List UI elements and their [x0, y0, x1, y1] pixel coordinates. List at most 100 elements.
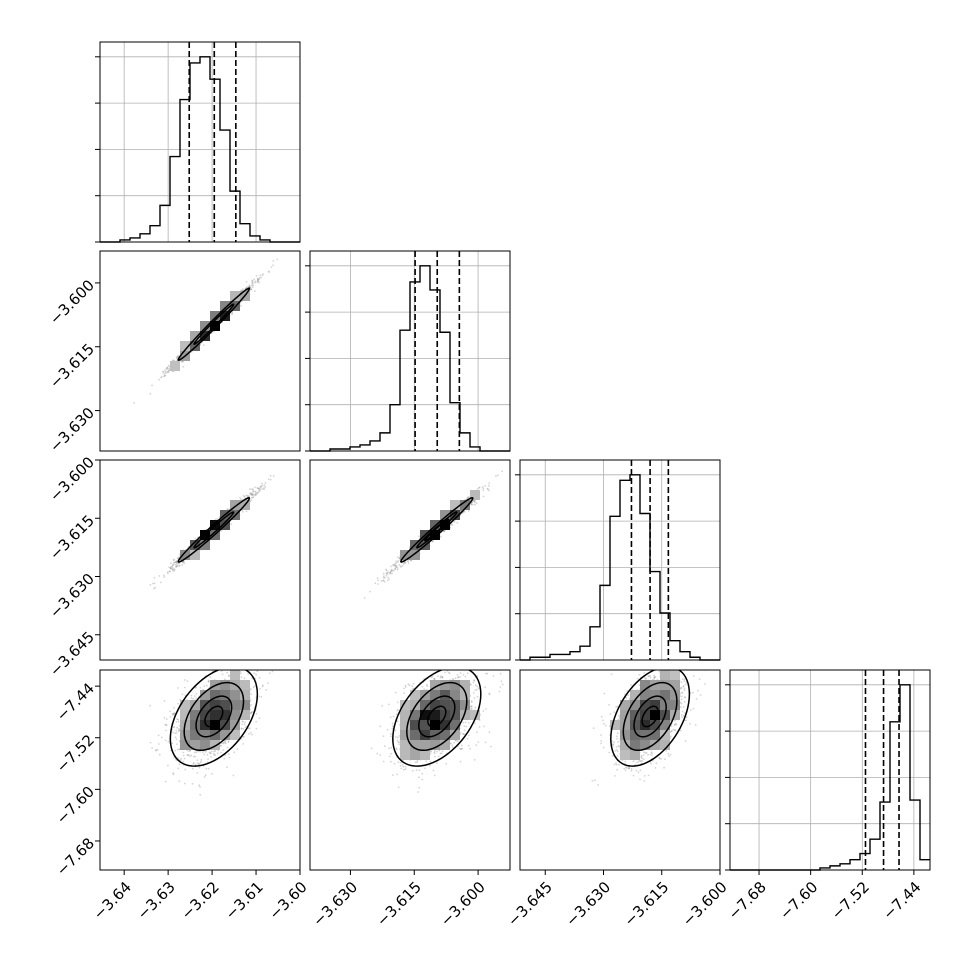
panel-content [133, 258, 279, 404]
scatter-point [168, 367, 171, 370]
scatter-point [251, 280, 254, 282]
scatter-point [166, 366, 169, 369]
scatter-point [169, 567, 172, 570]
scatter-point [163, 576, 166, 578]
scatter-point [175, 565, 178, 568]
scatter-point [467, 496, 469, 499]
scatter-point [168, 566, 171, 569]
scatter-point [245, 286, 248, 289]
scatter-point [258, 281, 260, 284]
scatter-point [250, 732, 252, 734]
scatter-point [151, 384, 153, 387]
hist-panel-4 [725, 669, 931, 871]
scatter-point [476, 488, 479, 490]
scatter-point [181, 693, 184, 696]
scatter-point [482, 495, 485, 498]
contour-line [177, 496, 251, 563]
scatter-point [251, 282, 254, 285]
scatter-point [386, 579, 389, 582]
scatter-point [250, 711, 253, 714]
scatter-point [404, 561, 407, 564]
scatter-point [158, 378, 161, 381]
scatter-point [174, 561, 177, 563]
scatter-point [256, 670, 259, 673]
density-cell [440, 510, 450, 520]
scatter-point [250, 488, 253, 491]
scatter-point [269, 474, 272, 477]
scatter-point [163, 373, 166, 375]
density-cell [230, 500, 240, 510]
scatter-point [473, 500, 476, 503]
scatter-point [456, 521, 459, 524]
scatter-point [258, 489, 260, 491]
scatter-point [182, 561, 184, 563]
scatter-point [198, 766, 201, 769]
scatter-point [407, 560, 410, 563]
scatter-point [245, 280, 248, 283]
scatter-point [182, 754, 185, 757]
scatter-point [190, 697, 193, 699]
scatter-point [391, 570, 394, 572]
panel-frame [519, 459, 721, 661]
scatter-point [226, 508, 229, 511]
contour-line [177, 287, 251, 361]
scatter-point [162, 370, 165, 373]
scatter-point [171, 566, 174, 569]
scatter-point [173, 712, 176, 715]
scatter-point [242, 494, 245, 497]
scatter-point [260, 276, 262, 279]
scatter-point [254, 490, 257, 493]
scatter-point [253, 278, 256, 281]
scatter-point [249, 286, 252, 289]
scatter-point [388, 572, 391, 574]
scatter-point [244, 726, 247, 728]
scatter-point [386, 573, 389, 576]
scatter-point [261, 274, 264, 277]
scatter-point [245, 510, 248, 513]
scatter-point [178, 725, 181, 727]
scatter-point [475, 502, 478, 505]
scatter-point [153, 587, 155, 590]
scatter-point [385, 568, 388, 571]
scatter-point [196, 772, 199, 774]
scatter-point [392, 563, 395, 566]
scatter-point [478, 486, 481, 489]
scatter-point [231, 312, 234, 315]
scatter-point [255, 275, 258, 277]
scatter-point [177, 557, 179, 560]
scatter-point [252, 284, 255, 287]
scatter-point [175, 561, 177, 563]
scatter-point [256, 277, 259, 280]
scatter-point [272, 260, 275, 262]
scatter-point [377, 579, 380, 582]
scatter-point [251, 496, 254, 499]
scatter-point [391, 572, 393, 575]
scatter-point [178, 564, 181, 567]
scatter-point [181, 563, 184, 566]
scatter-point [377, 583, 379, 585]
scatter-point [276, 258, 279, 261]
scatter-point [486, 487, 489, 490]
scatter-point [166, 366, 169, 369]
contour-line [400, 496, 474, 563]
density-cell [220, 301, 230, 311]
panel-frame [99, 250, 301, 452]
scatter-point [394, 564, 397, 567]
scatter-point [183, 560, 185, 563]
scatter-point [209, 752, 212, 754]
scatter-point [470, 503, 473, 505]
scatter-point [363, 597, 366, 599]
scatter-point [166, 572, 169, 575]
scatter-point [268, 271, 270, 273]
scatter-point [249, 492, 251, 495]
scatter-point [467, 510, 470, 512]
scatter-point [169, 567, 172, 569]
scatter-point [395, 562, 398, 564]
scatter-point [382, 576, 385, 579]
scatter-point [394, 564, 396, 567]
scatter-point [471, 501, 474, 503]
scatter-panel-1-3 [99, 459, 301, 661]
scatter-point [251, 279, 254, 282]
panel-background [100, 42, 300, 242]
scatter-point [431, 540, 434, 543]
